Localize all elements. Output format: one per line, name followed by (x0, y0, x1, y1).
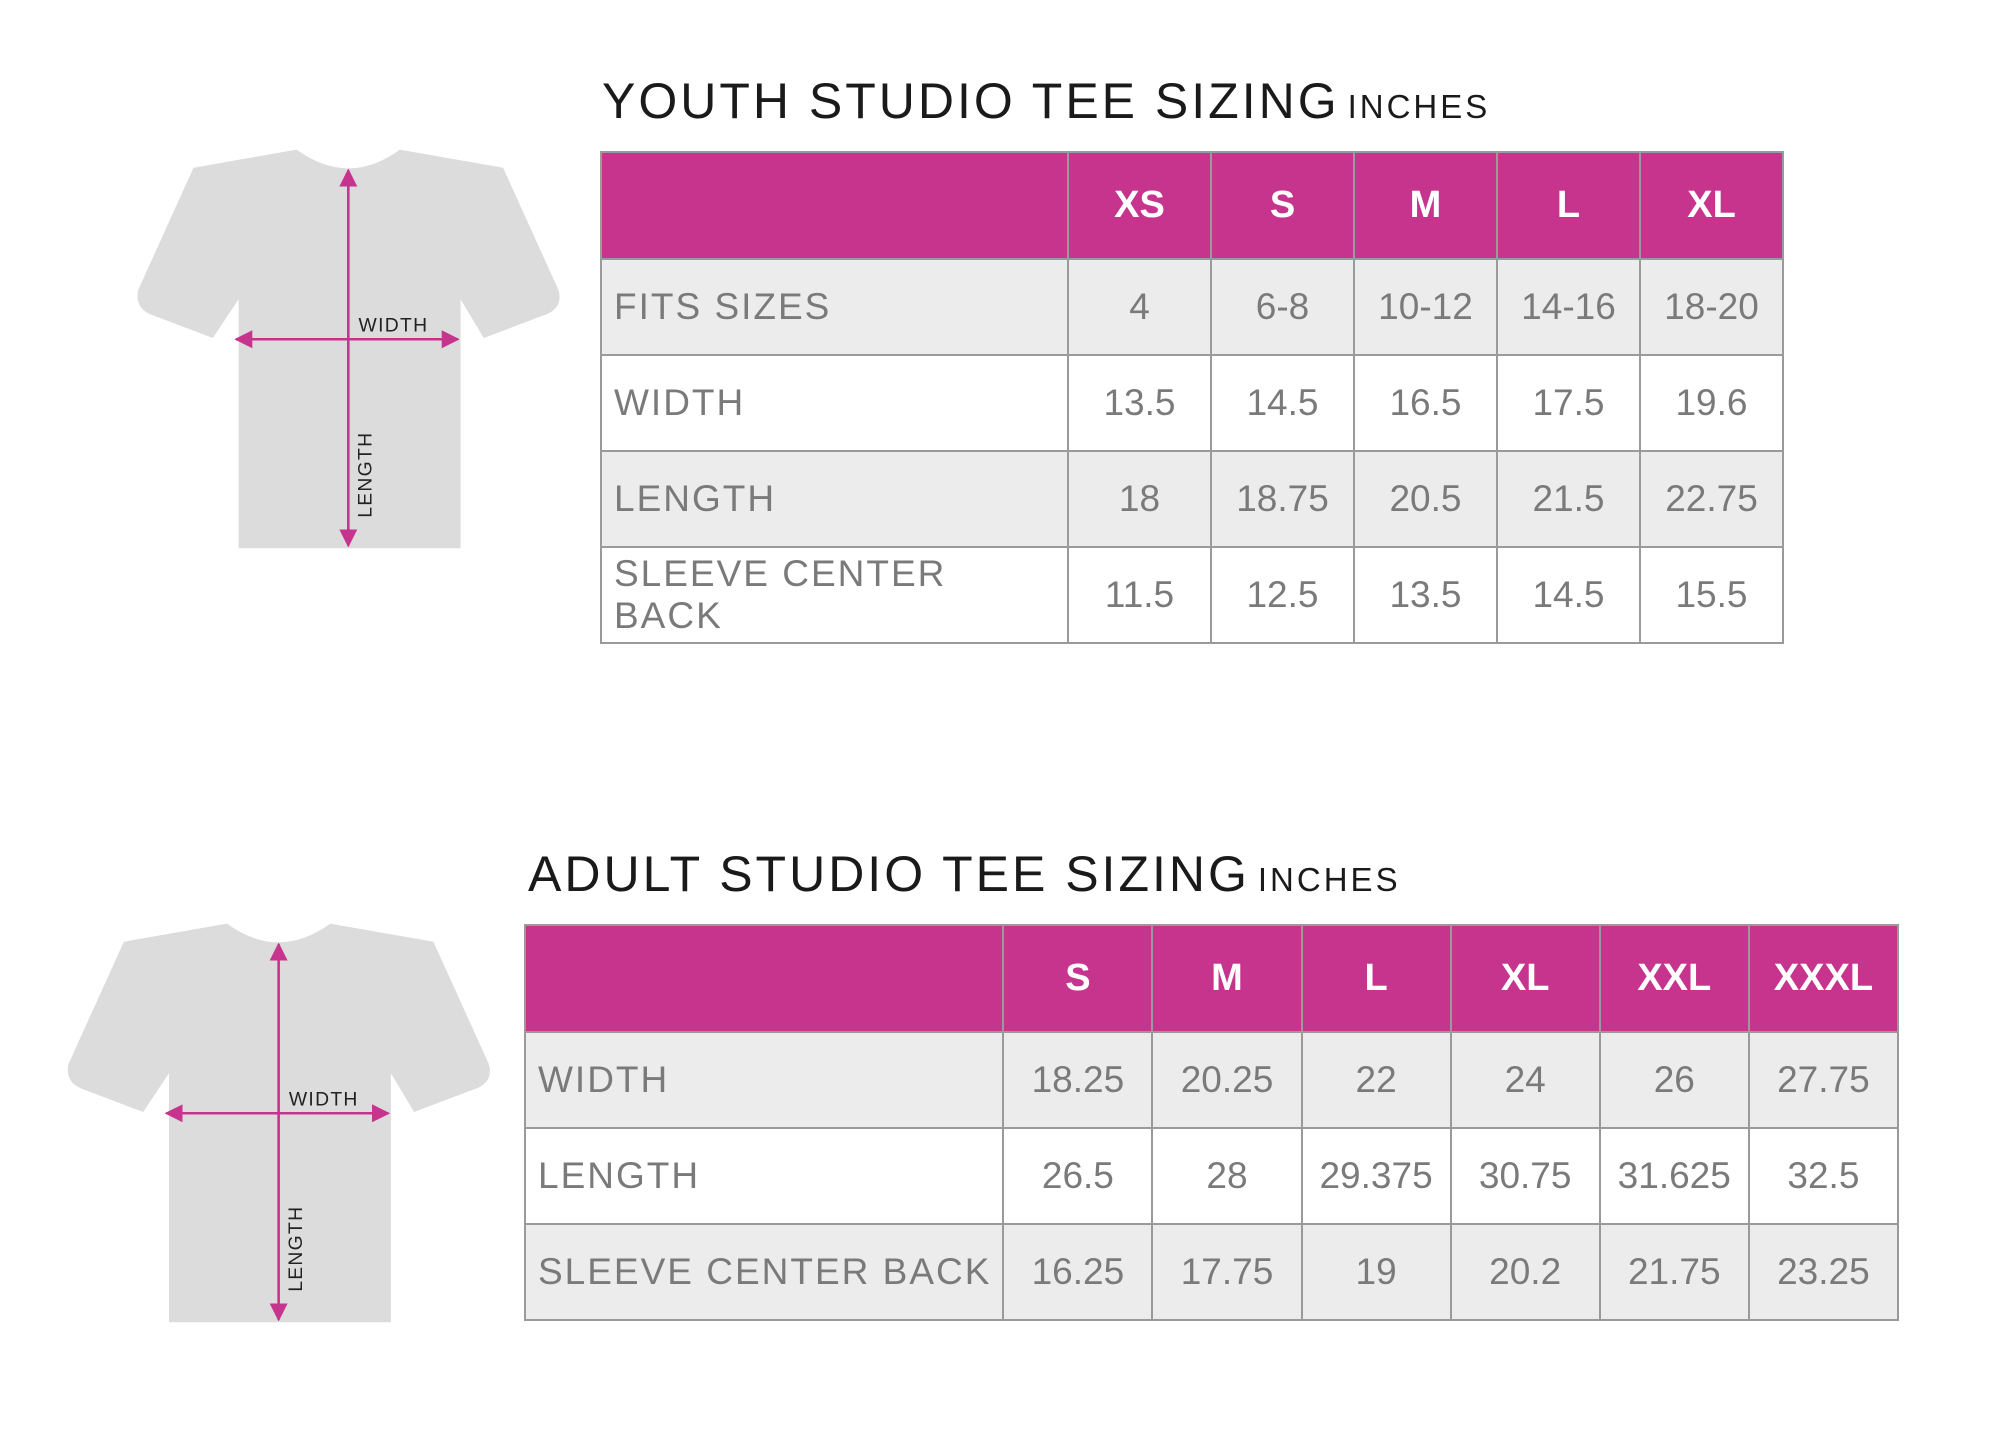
size-value: 29.375 (1300, 1127, 1452, 1225)
header-row: XS S M L XL (600, 151, 1784, 260)
size-value: 17.75 (1151, 1223, 1303, 1321)
size-value: 6-8 (1210, 258, 1355, 356)
title: ADULT STUDIO TEE SIZING (528, 846, 1250, 902)
size-value: 22.75 (1639, 450, 1784, 548)
size-value: 18.75 (1210, 450, 1355, 548)
size-header: XL (1449, 924, 1601, 1033)
adult-size-table: S M L XL XXL XXXL WIDTH 18.25 20.25 22 24 26 27.75 LE… (523, 924, 1900, 1321)
size-value: 16.25 (1002, 1223, 1154, 1321)
size-value: 31.625 (1598, 1127, 1750, 1225)
size-row: LENGTH 18 18.75 20.5 21.5 22.75 (600, 450, 1784, 548)
youth-shirt: WIDTH LENGTH (137, 149, 560, 549)
size-value: 14-16 (1496, 258, 1641, 356)
size-header: XXXL (1747, 924, 1900, 1033)
row-label: FITS SIZES (600, 258, 1069, 356)
width-label: WIDTH (359, 315, 429, 337)
size-header: XXL (1598, 924, 1750, 1033)
size-value: 18-20 (1639, 258, 1784, 356)
size-header: L (1300, 924, 1452, 1033)
size-header: M (1353, 151, 1498, 260)
size-value: 12.5 (1210, 546, 1355, 644)
size-value: 13.5 (1067, 354, 1212, 452)
length-label: LENGTH (355, 432, 377, 518)
size-header: L (1496, 151, 1641, 260)
size-value: 20.2 (1449, 1223, 1601, 1321)
size-header: XS (1067, 151, 1212, 260)
youth-size-table: XS S M L XL FITS SIZES 4 6-8 10-12 14-16 18-20 WIDT… (600, 151, 1784, 644)
header-blank (523, 924, 1005, 1033)
row-label: SLEEVE CENTER BACK (600, 546, 1069, 644)
size-value: 26 (1598, 1031, 1750, 1129)
unit: INCHES (1347, 88, 1491, 125)
adult-shirt: WIDTH LENGTH (67, 923, 490, 1323)
size-value: 28 (1151, 1127, 1303, 1225)
size-value: 21.5 (1496, 450, 1641, 548)
size-value: 21.75 (1598, 1223, 1750, 1321)
size-value: 24 (1449, 1031, 1601, 1129)
header-row: S M L XL XXL XXXL (523, 924, 1900, 1033)
length-label: LENGTH (285, 1206, 307, 1292)
size-row: FITS SIZES 4 6-8 10-12 14-16 18-20 (600, 258, 1784, 356)
size-value: 22 (1300, 1031, 1452, 1129)
size-value: 16.5 (1353, 354, 1498, 452)
size-value: 15.5 (1639, 546, 1784, 644)
width-label: WIDTH (289, 1089, 359, 1111)
size-row: SLEEVE CENTER BACK 16.25 17.75 19 20.2 21.75 2… (523, 1223, 1900, 1321)
size-header: M (1151, 924, 1303, 1033)
size-value: 18.25 (1002, 1031, 1154, 1129)
size-row: SLEEVE CENTER BACK 11.5 12.5 13.5 14.5 15.5 (600, 546, 1784, 644)
size-value: 18 (1067, 450, 1212, 548)
youth-title-block: YOUTH STUDIO TEE SIZING INCHES (602, 72, 1490, 130)
size-header: XL (1639, 151, 1784, 260)
size-value: 13.5 (1353, 546, 1498, 644)
size-row: WIDTH 18.25 20.25 22 24 26 27.75 (523, 1031, 1900, 1129)
header-blank (600, 151, 1069, 260)
size-value: 23.25 (1747, 1223, 1900, 1321)
unit: INCHES (1257, 861, 1401, 898)
size-header: S (1002, 924, 1154, 1033)
size-value: 19.6 (1639, 354, 1784, 452)
title: YOUTH STUDIO TEE SIZING (602, 73, 1340, 129)
size-value: 20.5 (1353, 450, 1498, 548)
size-value: 17.5 (1496, 354, 1641, 452)
size-value: 10-12 (1353, 258, 1498, 356)
shirt-diagrams: WIDTH LENGTH WIDTH LENGTH (67, 149, 560, 1323)
size-row: WIDTH 13.5 14.5 16.5 17.5 19.6 (600, 354, 1784, 452)
size-value: 20.25 (1151, 1031, 1303, 1129)
row-label: WIDTH (600, 354, 1069, 452)
size-value: 14.5 (1210, 354, 1355, 452)
size-value: 30.75 (1449, 1127, 1601, 1225)
size-value: 27.75 (1747, 1031, 1900, 1129)
size-value: 19 (1300, 1223, 1452, 1321)
row-label: LENGTH (600, 450, 1069, 548)
size-row: LENGTH 26.5 28 29.375 30.75 31.625 32.5 (523, 1127, 1900, 1225)
size-value: 26.5 (1002, 1127, 1154, 1225)
size-value: 11.5 (1067, 546, 1212, 644)
row-label: SLEEVE CENTER BACK (523, 1223, 1005, 1321)
row-label: WIDTH (523, 1031, 1005, 1129)
adult-title-block: ADULT STUDIO TEE SIZING INCHES (528, 845, 1401, 903)
size-value: 4 (1067, 258, 1212, 356)
size-header: S (1210, 151, 1355, 260)
size-value: 14.5 (1496, 546, 1641, 644)
size-value: 32.5 (1747, 1127, 1900, 1225)
row-label: LENGTH (523, 1127, 1005, 1225)
